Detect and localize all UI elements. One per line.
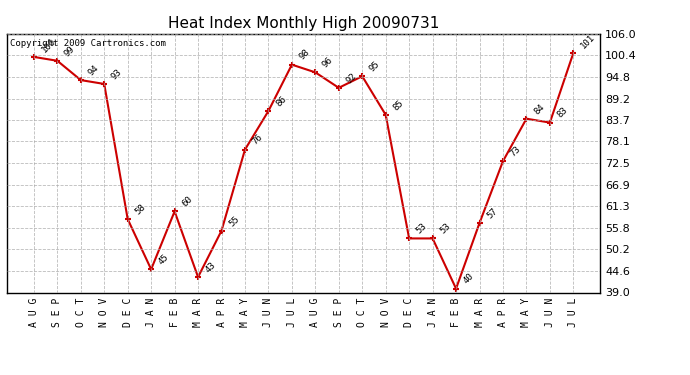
Text: 100: 100 <box>39 36 57 54</box>
Text: 84: 84 <box>532 102 546 116</box>
Text: 43: 43 <box>204 260 217 274</box>
Text: 40: 40 <box>462 272 475 286</box>
Text: 94: 94 <box>86 63 100 77</box>
Text: 58: 58 <box>133 202 147 216</box>
Text: 98: 98 <box>297 48 311 62</box>
Text: 85: 85 <box>391 98 405 112</box>
Text: 92: 92 <box>344 71 358 85</box>
Text: 57: 57 <box>485 206 499 220</box>
Text: 96: 96 <box>321 56 335 70</box>
Text: 73: 73 <box>509 144 522 158</box>
Text: 55: 55 <box>227 214 241 228</box>
Text: 53: 53 <box>415 222 428 236</box>
Text: Copyright 2009 Cartronics.com: Copyright 2009 Cartronics.com <box>10 39 166 48</box>
Title: Heat Index Monthly High 20090731: Heat Index Monthly High 20090731 <box>168 16 440 31</box>
Text: 53: 53 <box>438 222 452 236</box>
Text: 45: 45 <box>157 253 170 267</box>
Text: 60: 60 <box>180 195 194 208</box>
Text: 99: 99 <box>63 44 77 58</box>
Text: 101: 101 <box>579 33 597 50</box>
Text: 93: 93 <box>110 67 124 81</box>
Text: 83: 83 <box>555 106 569 120</box>
Text: 86: 86 <box>274 94 288 108</box>
Text: 95: 95 <box>368 60 382 74</box>
Text: 76: 76 <box>250 133 264 147</box>
